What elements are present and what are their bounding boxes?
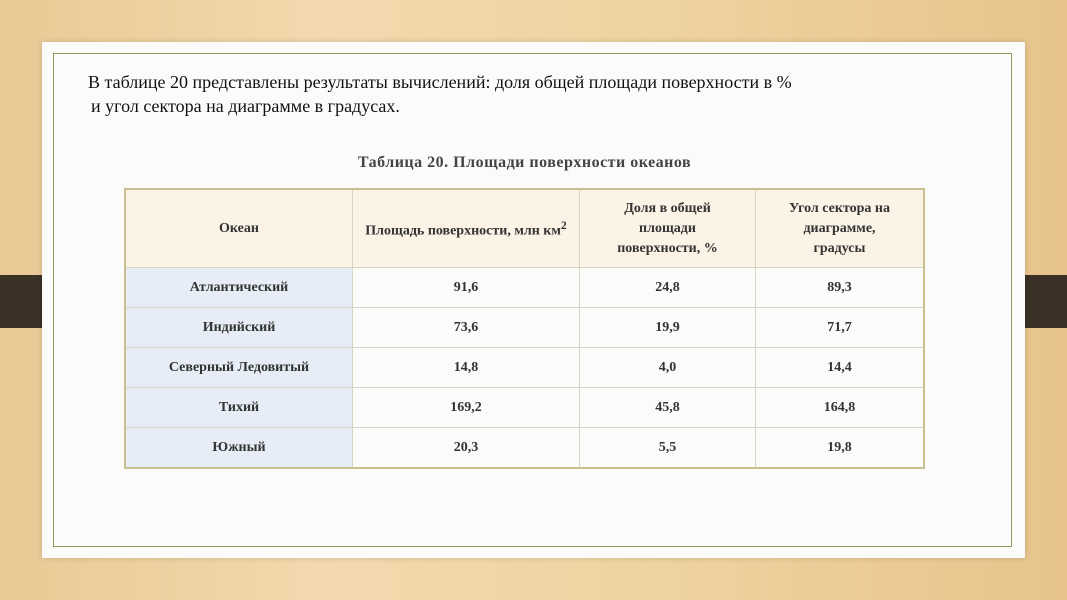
share-cell: 45,8 [579,387,756,428]
share-cell: 19,9 [579,307,756,348]
area-cell: 169,2 [352,387,580,428]
area-cell: 20,3 [352,427,580,469]
table-row: Тихий 169,2 45,8 164,8 [124,387,925,428]
header-ocean: Океан [124,188,353,268]
intro-line-1: В таблице 20 представлены результаты выч… [88,72,792,92]
oceans-table: Океан Площадь поверхности, млн км2 Доля … [124,188,925,469]
slide-border [53,53,1012,547]
angle-cell: 14,4 [755,347,925,388]
share-cell: 5,5 [579,427,756,469]
header-area-sup: 2 [560,218,567,232]
angle-cell: 19,8 [755,427,925,469]
table-row: Атлантический 91,6 24,8 89,3 [124,267,925,308]
ocean-name: Тихий [124,387,353,428]
ocean-name: Южный [124,427,353,469]
ocean-name: Индийский [124,307,353,348]
header-area-text: Площадь поверхности, млн км [365,223,561,239]
intro-text: В таблице 20 представлены результаты выч… [88,70,792,118]
header-share: Доля в общей площади поверхности, % [579,188,756,268]
ocean-name: Атлантический [124,267,353,308]
angle-cell: 164,8 [755,387,925,428]
share-cell: 4,0 [579,347,756,388]
table-row: Южный 20,3 5,5 19,8 [124,427,925,469]
intro-line-2: и угол сектора на диаграмме в градусах. [91,96,400,116]
header-angle: Угол сектора на диаграмме, градусы [755,188,925,268]
angle-cell: 89,3 [755,267,925,308]
angle-cell: 71,7 [755,307,925,348]
header-row: Океан Площадь поверхности, млн км2 Доля … [124,188,925,268]
share-cell: 24,8 [579,267,756,308]
table-title: Таблица 20. Площади поверхности океанов [357,154,692,171]
ocean-name: Северный Ледовитый [124,347,353,388]
table-row: Индийский 73,6 19,9 71,7 [124,307,925,348]
area-cell: 91,6 [352,267,580,308]
area-cell: 14,8 [352,347,580,388]
area-cell: 73,6 [352,307,580,348]
header-area: Площадь поверхности, млн км2 [352,188,580,268]
table-row: Северный Ледовитый 14,8 4,0 14,4 [124,347,925,388]
